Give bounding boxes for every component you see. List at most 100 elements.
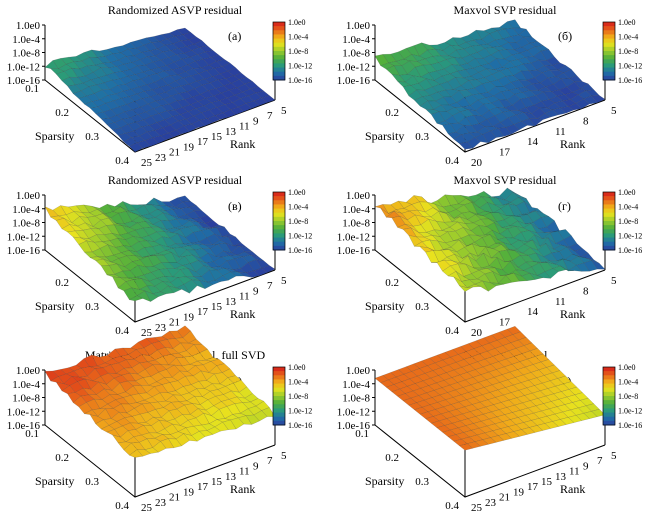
colorbar-swatch: [273, 42, 285, 48]
colorbar-swatch: [603, 200, 615, 205]
colorbar-swatch: [603, 391, 615, 397]
y-tick-label: 17: [197, 136, 209, 148]
y-tick-label: 17: [197, 481, 209, 493]
surface-cell: [175, 284, 191, 294]
colorbar-swatch: [273, 241, 285, 247]
panel-title: Randomized ASVP residual: [108, 173, 243, 187]
surface-cell: [128, 295, 144, 302]
colorbar-swatch: [603, 192, 615, 197]
colorbar-frame: [602, 21, 616, 81]
colorbar-swatch: [273, 51, 285, 56]
y-tick-label: 13: [225, 126, 237, 138]
y-tick-label: 5: [281, 275, 287, 287]
panel-title: Randomized ASVP residual: [108, 3, 243, 17]
y-axis-label: Rank: [560, 307, 585, 321]
surface-cell: [191, 430, 206, 442]
y-tick-label: 13: [225, 296, 237, 308]
surface-cell: [583, 95, 598, 105]
colorbar-frame: [272, 191, 286, 251]
z-tick-label: 1.0e-16: [7, 75, 41, 87]
z-tick-label: 1.0e-8: [12, 218, 40, 230]
colorbar-swatch: [603, 63, 615, 69]
colorbar-swatch: [273, 367, 285, 372]
y-tick-label: 14: [527, 136, 539, 148]
x-tick-label: 0.2: [385, 452, 399, 464]
y-tick-label: 5: [611, 450, 617, 462]
y-tick-label: 11: [239, 291, 250, 303]
z-tick-label: 1.0e-8: [342, 218, 370, 230]
surface-cell: [536, 423, 551, 431]
y-tick-label: 25: [141, 327, 153, 339]
z-tick-label: 1.0e0: [16, 190, 41, 202]
y-tick-label: 19: [183, 141, 195, 153]
colorbar-label: 1.0e-12: [618, 232, 642, 241]
colorbar-swatch: [603, 42, 615, 48]
colorbar-swatch: [273, 391, 285, 397]
y-tick-label: 19: [183, 486, 195, 498]
z-tick-label: 1.0e-8: [342, 48, 370, 60]
colorbar-label: 1.0e0: [288, 188, 306, 197]
colorbar-swatch: [273, 59, 285, 64]
y-tick-label: 15: [541, 476, 553, 488]
z-tick-label: 1.0e-12: [7, 406, 40, 418]
y-tick-label: 19: [183, 311, 195, 323]
colorbar-swatch: [273, 200, 285, 205]
y-tick-label: 5: [611, 105, 617, 117]
y-tick-label: 17: [499, 317, 511, 329]
colorbar-frame: [602, 191, 616, 251]
y-tick-label: 19: [513, 486, 525, 498]
z-tick-label: 1.0e-12: [337, 61, 370, 73]
floor-edge: [374, 79, 606, 153]
y-tick-label: 23: [485, 497, 497, 509]
surface-cell: [497, 127, 513, 137]
colorbar-label: 1.0e-4: [288, 203, 308, 212]
colorbar-frame: [272, 366, 286, 426]
y-tick-label: 7: [267, 280, 273, 292]
z-tick-label: 1.0e0: [16, 20, 41, 32]
colorbar: 1.0e0 1.0e-4 1.0e-8 1.0e-12 1.0e-16: [272, 188, 312, 255]
colorbar-swatch: [273, 387, 285, 393]
colorbar-swatch: [603, 26, 615, 31]
y-tick-label: 15: [211, 476, 223, 488]
colorbar-swatch: [273, 75, 285, 81]
colorbar-swatch: [603, 375, 615, 380]
colorbar-swatch: [273, 22, 285, 27]
surface-cell: [567, 103, 583, 111]
panel-title: Maxvol SVP residual: [454, 3, 558, 17]
colorbar-swatch: [273, 67, 285, 73]
x-tick-label: 0.3: [85, 131, 99, 143]
colorbar: 1.0e0 1.0e-4 1.0e-8 1.0e-12 1.0e-16: [602, 363, 642, 430]
panel-top-right: Maxvol SVP residual(б)1.0e01.0e-41.0e-81…: [337, 3, 643, 169]
colorbar-label: 1.0e-16: [618, 246, 642, 255]
colorbar-swatch: [603, 55, 615, 60]
colorbar-frame: [602, 366, 616, 426]
colorbar-label: 1.0e-4: [618, 378, 638, 387]
surface-cell: [505, 272, 520, 283]
colorbar-label: 1.0e-4: [618, 203, 638, 212]
colorbar-label: 1.0e-8: [618, 392, 638, 401]
colorbar-swatch: [603, 71, 615, 77]
colorbar-swatch: [273, 46, 285, 52]
colorbar-label: 1.0e-16: [288, 76, 312, 85]
y-tick-label: 21: [169, 147, 180, 159]
z-tick-label: 1.0e-16: [337, 420, 371, 432]
colorbar-swatch: [273, 55, 285, 60]
x-tick-label: 0.4: [445, 325, 459, 337]
colorbar-swatch: [273, 26, 285, 31]
x-tick-label: 0.4: [445, 500, 459, 512]
colorbar-swatch: [273, 38, 285, 44]
colorbar-label: 1.0e0: [288, 18, 306, 27]
surface-cell: [129, 142, 144, 153]
x-tick-label: 0.2: [55, 452, 69, 464]
x-axis-label: Sparsity: [35, 299, 74, 313]
colorbar-label: 1.0e-8: [288, 392, 308, 401]
colorbar-swatch: [273, 204, 285, 210]
colorbar-swatch: [603, 51, 615, 56]
y-tick-label: 20: [471, 327, 483, 339]
colorbar-swatch: [603, 416, 615, 422]
panel-middle-right: Maxvol SVP residual(г)1.0e01.0e-41.0e-81…: [337, 173, 643, 339]
z-tick-label: 1.0e-16: [337, 75, 371, 87]
floor-edge: [44, 249, 276, 323]
